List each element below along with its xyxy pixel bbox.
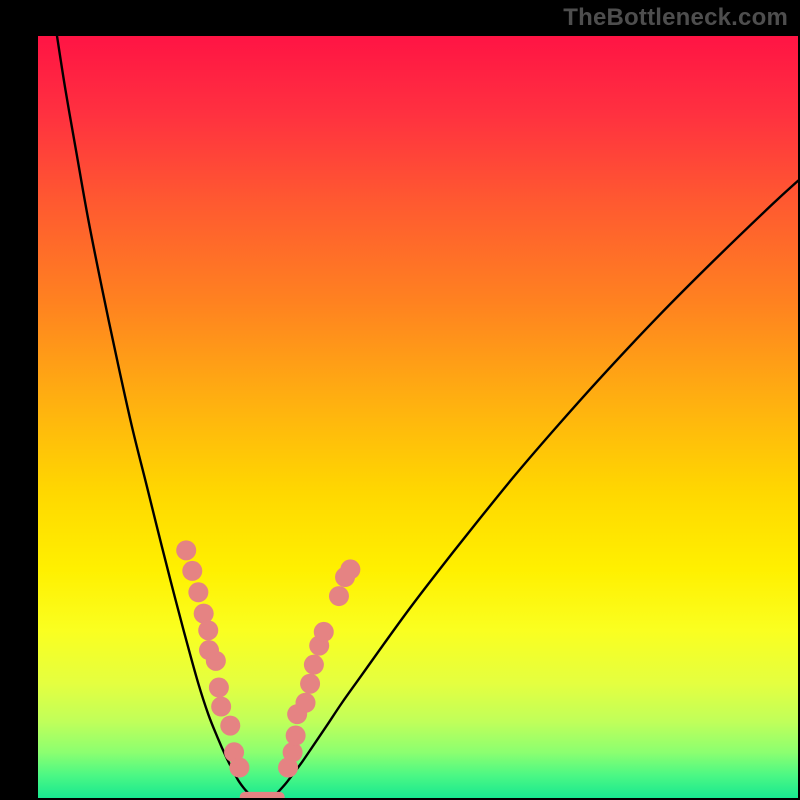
marker-dot	[314, 622, 334, 642]
marker-dot	[182, 561, 202, 581]
marker-dot	[286, 726, 306, 746]
marker-dot	[220, 716, 240, 736]
marker-dot	[329, 586, 349, 606]
marker-dot	[211, 697, 231, 717]
marker-dot	[194, 604, 214, 624]
watermark-text: TheBottleneck.com	[563, 4, 788, 32]
marker-dot	[304, 655, 324, 675]
marker-dot	[209, 678, 229, 698]
curve-right	[274, 181, 798, 797]
marker-dot	[300, 674, 320, 694]
marker-dot	[198, 620, 218, 640]
marker-dot	[176, 540, 196, 560]
marker-dot	[188, 582, 208, 602]
marker-dot	[229, 758, 249, 778]
marker-dot	[206, 651, 226, 671]
marker-dot	[296, 693, 316, 713]
plot-area	[38, 36, 798, 798]
marker-dot	[340, 559, 360, 579]
chart-frame: TheBottleneck.com	[0, 0, 800, 800]
chart-overlay	[38, 36, 798, 798]
marker-dot	[283, 742, 303, 762]
